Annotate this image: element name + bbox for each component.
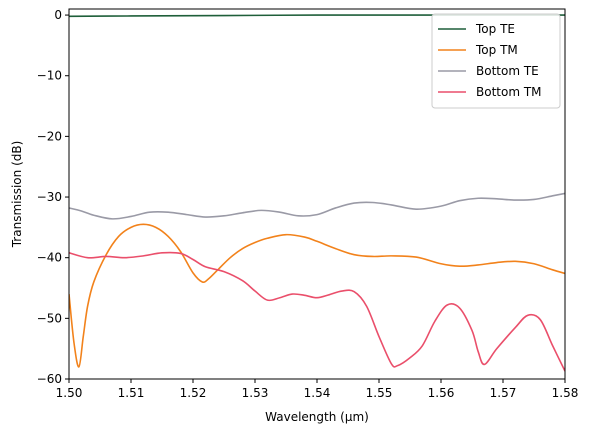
x-tick-label: 1.58: [552, 386, 579, 400]
y-tick-label: −10: [37, 69, 62, 83]
legend-box: [431, 13, 561, 109]
legend-label: Bottom TM: [476, 85, 542, 99]
x-tick-label: 1.52: [180, 386, 207, 400]
y-axis: 0 −10 −20 −30 −40 −50 −60: [37, 8, 69, 386]
x-tick-label: 1.54: [304, 386, 331, 400]
series-line-2: [69, 192, 565, 220]
y-tick-label: −30: [37, 190, 62, 204]
x-tick-label: 1.56: [428, 386, 455, 400]
y-tick-label: −40: [37, 251, 62, 265]
series-line-1: [69, 223, 565, 368]
x-tick-label: 1.57: [490, 386, 517, 400]
x-tick-label: 1.53: [242, 386, 269, 400]
legend-label: Bottom TE: [476, 64, 539, 78]
legend-label: Top TE: [475, 22, 515, 36]
y-axis-title: Transmission (dB): [10, 141, 24, 249]
legend-label: Top TM: [475, 43, 518, 57]
y-tick-label: −60: [37, 372, 62, 386]
x-tick-label: 1.50: [56, 386, 83, 400]
x-tick-label: 1.55: [366, 386, 393, 400]
legend: Top TE Top TM Bottom TE Bottom TM: [431, 13, 561, 109]
y-tick-label: 0: [54, 8, 62, 22]
x-axis: 1.50 1.51 1.52 1.53 1.54 1.55 1.56 1.57 1.58: [56, 379, 579, 400]
x-tick-label: 1.51: [118, 386, 145, 400]
y-tick-label: −50: [37, 311, 62, 325]
x-axis-title: Wavelength (μm): [265, 410, 369, 424]
y-tick-label: −20: [37, 129, 62, 143]
series-line-3: [69, 251, 565, 372]
